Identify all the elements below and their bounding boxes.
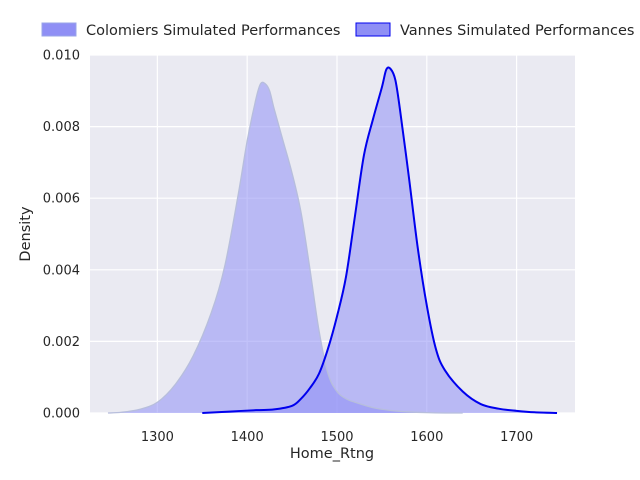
x-tick-label: 1400 xyxy=(231,430,264,445)
series-area-1 xyxy=(202,67,558,414)
series-line-0 xyxy=(107,81,463,414)
y-tick-label: 0.004 xyxy=(43,263,80,278)
y-axis-label: Density xyxy=(18,206,34,262)
series-lines xyxy=(107,66,558,414)
legend-label-colomiers: Colomiers Simulated Performances xyxy=(86,23,340,39)
series-fills xyxy=(107,67,558,414)
legend-swatch-vannes xyxy=(355,22,391,37)
x-tick-label: 1500 xyxy=(320,430,353,445)
x-axis-ticks: 1300 1400 1500 1600 1700 xyxy=(141,430,533,445)
y-tick-label: 0.006 xyxy=(43,192,80,207)
x-axis-label: Home_Rtng xyxy=(290,446,374,462)
y-tick-label: 0.010 xyxy=(43,49,80,64)
legend-swatch-colomiers xyxy=(41,22,77,37)
series-line-1 xyxy=(202,66,558,414)
y-axis-ticks: 0.000 0.002 0.004 0.006 0.008 0.010 xyxy=(43,49,80,422)
y-tick-label: 0.008 xyxy=(43,120,80,135)
x-tick-label: 1700 xyxy=(500,430,533,445)
x-tick-label: 1600 xyxy=(410,430,443,445)
legend: Colomiers Simulated Performances Vannes … xyxy=(41,22,634,39)
y-tick-label: 0.000 xyxy=(43,407,80,422)
y-tick-label: 0.002 xyxy=(43,335,80,350)
x-tick-label: 1300 xyxy=(141,430,174,445)
legend-label-vannes: Vannes Simulated Performances xyxy=(400,23,634,39)
series-area-0 xyxy=(107,82,463,413)
